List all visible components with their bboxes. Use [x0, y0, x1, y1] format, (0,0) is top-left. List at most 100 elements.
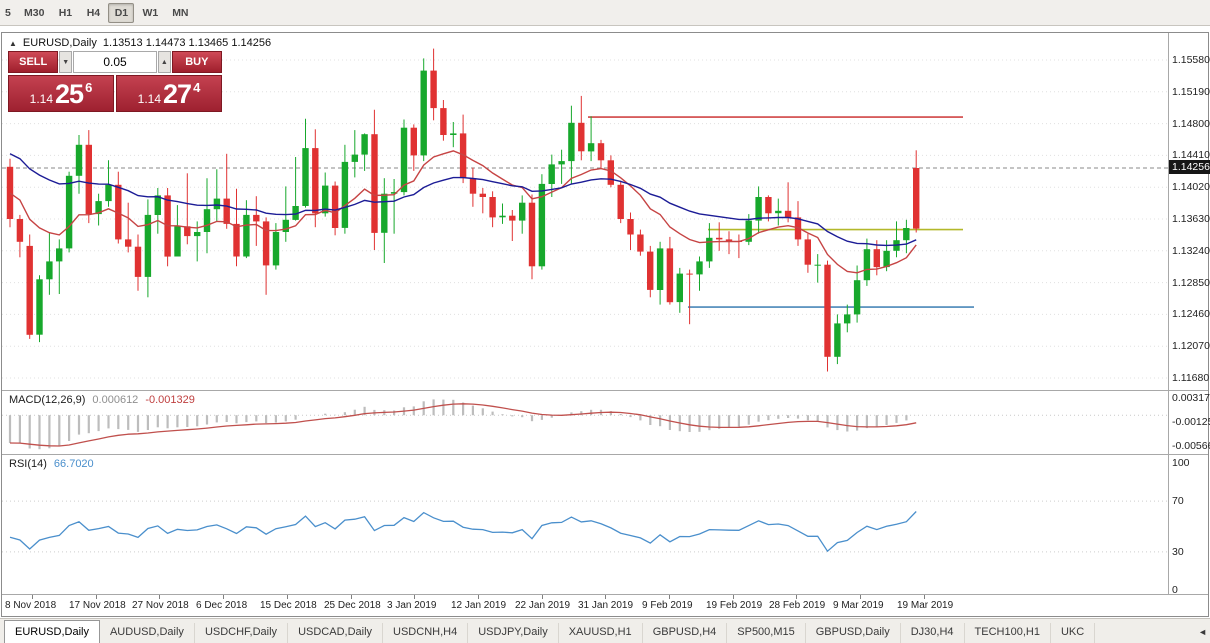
volume-down-icon[interactable]: ▼ — [59, 51, 72, 73]
timeframe-button-M30[interactable]: M30 — [24, 6, 45, 19]
date-axis-label: 17 Nov 2018 — [69, 600, 126, 611]
price-axis-label: 1.12460 — [1172, 308, 1210, 320]
tab-gbpusd-h4[interactable]: GBPUSD,H4 — [643, 623, 728, 643]
buy-button[interactable]: BUY — [171, 51, 222, 73]
tab-ukc[interactable]: UKC — [1051, 623, 1096, 643]
buy-price-pipette: 4 — [193, 80, 201, 95]
date-tick — [159, 595, 160, 599]
volume-input[interactable] — [73, 51, 157, 73]
timeframe-button-H1[interactable]: H1 — [58, 6, 73, 19]
date-tick — [223, 595, 224, 599]
tab-tech100-h1[interactable]: TECH100,H1 — [965, 623, 1051, 643]
price-axis-label: 1.12850 — [1172, 277, 1210, 289]
tab-dj30-h4[interactable]: DJ30,H4 — [901, 623, 965, 643]
macd-axis-label: 0.00317 — [1172, 392, 1210, 404]
timeframe-button-W1[interactable]: W1 — [142, 6, 159, 19]
date-axis-label: 8 Nov 2018 — [5, 600, 57, 611]
date-tick — [733, 595, 734, 599]
macd-axis[interactable]: 0.00317 -0.00125 -0.00566 — [1170, 391, 1210, 454]
date-axis-label: 31 Jan 2019 — [578, 600, 634, 611]
rsi-title: RSI(14) — [9, 458, 47, 470]
date-tick — [796, 595, 797, 599]
sell-price-figure: 1.14 — [29, 92, 54, 106]
sell-price-panel[interactable]: 1.14 25 6 — [8, 75, 114, 112]
timeframe-button-5[interactable]: 5 — [5, 6, 11, 19]
panel-splitter-rsi[interactable] — [2, 454, 1208, 455]
panel-splitter-macd[interactable] — [2, 390, 1208, 391]
tab-usdcad-daily[interactable]: USDCAD,Daily — [288, 623, 384, 643]
tab-sp500-m15[interactable]: SP500,M15 — [727, 623, 806, 643]
date-tick — [669, 595, 670, 599]
date-tick — [860, 595, 861, 599]
rsi-axis[interactable]: 100 70 30 0 — [1170, 455, 1209, 596]
date-axis[interactable]: 8 Nov 2018 17 Nov 2018 27 Nov 2018 6 Dec 20… — [2, 595, 1168, 615]
timeframe-button-H4[interactable]: H4 — [86, 6, 101, 19]
price-axis-label: 1.14020 — [1172, 181, 1210, 193]
macd-label: MACD(12,26,9) 0.000612 -0.001329 — [9, 394, 195, 406]
rsi-axis-label: 0 — [1172, 584, 1178, 596]
price-axis-separator — [1168, 33, 1169, 595]
tab-gbpusd-daily[interactable]: GBPUSD,Daily — [806, 623, 901, 643]
date-axis-label: 3 Jan 2019 — [387, 600, 437, 611]
timeframe-button-MN[interactable]: MN — [172, 6, 189, 19]
tab-usdjpy-daily[interactable]: USDJPY,Daily — [468, 623, 559, 643]
timeframe-bar: 5 M30 H1 H4 D1 W1 MN — [0, 0, 1210, 26]
tab-eurusd-daily[interactable]: EURUSD,Daily — [4, 620, 100, 643]
macd-axis-label: -0.00566 — [1172, 440, 1210, 452]
date-axis-label: 12 Jan 2019 — [451, 600, 507, 611]
price-axis-label: 1.11680 — [1172, 372, 1210, 384]
symbol-period-label: EURUSD,Daily — [22, 37, 97, 49]
chart-tab-bar: EURUSD,Daily AUDUSD,Daily USDCHF,Daily USDC… — [0, 618, 1210, 643]
timeframe-button-D1[interactable]: D1 — [108, 2, 135, 23]
sell-price-pipette: 6 — [85, 80, 93, 95]
buy-price-panel[interactable]: 1.14 27 4 — [116, 75, 222, 112]
date-axis-label: 28 Feb 2019 — [769, 600, 826, 611]
buy-price-figure: 1.14 — [137, 92, 162, 106]
date-tick — [605, 595, 606, 599]
date-tick — [414, 595, 415, 599]
rsi-line — [9, 511, 917, 553]
date-axis-label: 6 Dec 2018 — [196, 600, 248, 611]
price-axis-label: 1.13240 — [1172, 245, 1210, 257]
tab-list: EURUSD,Daily AUDUSD,Daily USDCHF,Daily USDC… — [0, 619, 1210, 643]
price-axis-label: 1.15190 — [1172, 86, 1210, 98]
macd-histogram — [8, 399, 918, 450]
candles-layer — [6, 48, 920, 372]
tab-usdcnh-h4[interactable]: USDCNH,H4 — [383, 623, 469, 643]
date-tick — [542, 595, 543, 599]
date-tick — [96, 595, 97, 599]
current-price-tag: 1.14256 — [1169, 160, 1210, 174]
rsi-axis-label: 70 — [1172, 495, 1184, 507]
collapse-one-click-icon[interactable]: ▲ — [9, 38, 17, 48]
macd-title: MACD(12,26,9) — [9, 394, 86, 406]
macd-axis-label: -0.00125 — [1172, 416, 1210, 428]
date-tick — [287, 595, 288, 599]
chart-title: ▲ EURUSD,Daily 1.13513 1.14473 1.13465 1… — [9, 37, 271, 49]
rsi-value: 66.7020 — [53, 458, 94, 470]
price-axis-label: 1.12070 — [1172, 340, 1210, 352]
sell-button[interactable]: SELL — [8, 51, 59, 73]
tab-xauusd-h1[interactable]: XAUUSD,H1 — [559, 623, 643, 643]
macd-signal-value: -0.001329 — [145, 394, 195, 406]
date-axis-label: 19 Mar 2019 — [897, 600, 954, 611]
date-axis-label: 9 Mar 2019 — [833, 600, 884, 611]
date-axis-separator — [2, 594, 1208, 595]
price-axis-label: 1.13630 — [1172, 213, 1210, 225]
date-tick — [478, 595, 479, 599]
sell-price-pips: 25 — [55, 79, 84, 109]
tab-scroll-left-icon[interactable]: ◄ — [1198, 627, 1207, 637]
macd-canvas[interactable] — [2, 391, 1168, 454]
date-axis-label: 19 Feb 2019 — [706, 600, 763, 611]
volume-up-icon[interactable]: ▲ — [158, 51, 171, 73]
tab-audusd-daily[interactable]: AUDUSD,Daily — [100, 623, 195, 643]
macd-main-value: 0.000612 — [92, 394, 139, 406]
buy-price-pips: 27 — [163, 79, 192, 109]
tab-usdchf-daily[interactable]: USDCHF,Daily — [195, 623, 289, 643]
date-axis-label: 22 Jan 2019 — [515, 600, 571, 611]
price-axis[interactable]: 1.15580 1.15190 1.14800 1.14410 1.14020 1.136… — [1169, 33, 1210, 390]
rsi-label: RSI(14) 66.7020 — [9, 458, 94, 470]
ma-slow-line — [9, 153, 917, 247]
ma-fast-line — [9, 150, 917, 274]
rsi-canvas[interactable] — [2, 455, 1168, 594]
rsi-axis-label: 100 — [1172, 457, 1190, 469]
